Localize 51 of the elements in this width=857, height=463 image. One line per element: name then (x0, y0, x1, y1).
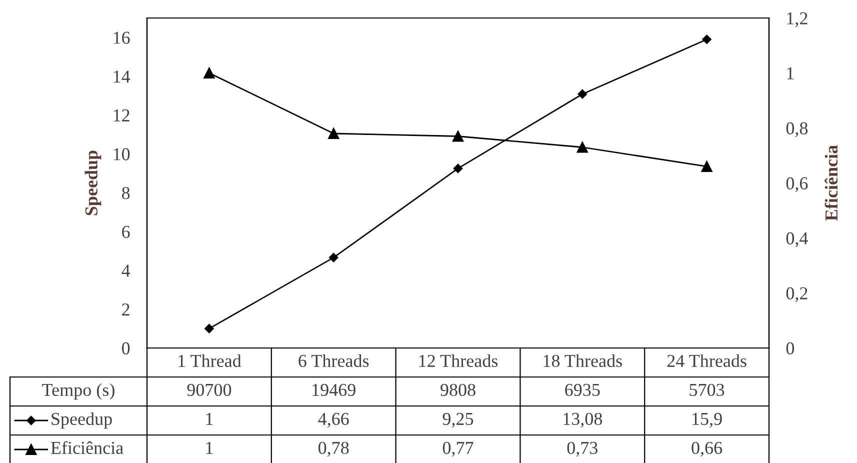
data-label: 0,73 (567, 442, 598, 457)
y2-tick-label: 0,6 (786, 177, 808, 192)
point (328, 252, 338, 262)
text: 6935 (565, 384, 600, 396)
y2-tick-label: 0 (786, 342, 794, 354)
y2-tick-label: 1,2 (787, 12, 808, 28)
y-axis-title: Speedup (84, 150, 102, 216)
y2-tick-label: 1 (787, 67, 794, 80)
data-label: 0,77 (442, 442, 474, 457)
legend-label: Eficiência (50, 441, 124, 454)
point (453, 164, 463, 174)
data-label: 1 (206, 412, 213, 425)
y-tick-label: 12 (114, 109, 130, 122)
point (576, 142, 588, 153)
x-tick-label: 1 Thread (178, 354, 242, 368)
point (578, 89, 588, 99)
point (452, 130, 464, 142)
y2-tick-label: 0,8 (786, 122, 808, 138)
x-tick-label: 6 Threads (298, 354, 369, 368)
x-tick-label: 18 Threads (544, 354, 622, 368)
data-label: 0,78 (318, 442, 349, 457)
y2-tick-label: 0,2 (786, 287, 808, 302)
point (204, 324, 214, 334)
data-label: 15,9 (692, 412, 722, 428)
data-label: 4,66 (318, 412, 349, 428)
point (328, 128, 340, 140)
legend-label: Speedup (52, 412, 112, 429)
text: 19469 (312, 384, 356, 396)
text: 5703 (690, 384, 724, 396)
data-label: 13,08 (564, 412, 602, 428)
text: Tempo (s) (42, 383, 114, 400)
x-tick-label: 12 Threads (419, 354, 498, 368)
y-tick-label: 14 (114, 70, 130, 82)
point (204, 67, 215, 79)
y-tick-label: 10 (114, 148, 130, 160)
y-tick-label: 2 (122, 303, 130, 316)
data-label: 0,66 (692, 442, 722, 457)
y2-axis-title: Eficiência (824, 145, 838, 221)
data-label: 9,25 (442, 412, 474, 428)
y-tick-label: 6 (122, 226, 130, 238)
y-tick-label: 0 (122, 342, 130, 354)
x-tick-label: 24 Threads (667, 354, 746, 368)
text: 90700 (187, 384, 232, 396)
y2-tick-label: 0,4 (786, 232, 808, 248)
point (702, 34, 712, 44)
data-label: 1 (206, 442, 213, 454)
text: 9808 (440, 384, 476, 396)
point (701, 160, 712, 172)
y-tick-label: 8 (122, 186, 130, 200)
y-tick-label: 16 (114, 32, 130, 44)
y-tick-label: 4 (122, 264, 130, 277)
